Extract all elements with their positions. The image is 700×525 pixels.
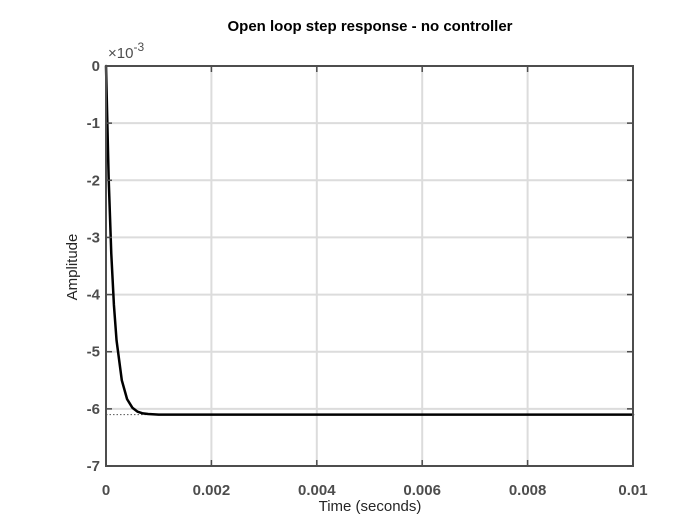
x-tick-label: 0.008 <box>509 482 547 499</box>
y-exponent-label: ×10-3 <box>108 40 144 62</box>
y-exponent-base: ×10 <box>108 45 133 62</box>
y-exponent-power: -3 <box>133 40 144 54</box>
y-tick-label: -7 <box>87 458 100 475</box>
x-tick-label: 0.01 <box>618 482 647 499</box>
plot-area <box>106 66 633 466</box>
y-tick-label: -2 <box>87 172 100 189</box>
ticks <box>105 65 634 467</box>
plot-frame <box>105 65 634 467</box>
x-tick-label: 0 <box>102 482 110 499</box>
y-tick-label: -4 <box>87 287 101 304</box>
y-tick-label: -3 <box>87 229 100 246</box>
y-tick-label: -5 <box>87 344 100 361</box>
y-axis-label: Amplitude <box>64 234 81 301</box>
y-tick-label: -1 <box>87 115 100 132</box>
y-tick-label: -6 <box>87 401 100 418</box>
x-tick-label: 0.004 <box>298 482 336 499</box>
tick-labels: 0 0.002 0.004 0.006 0.008 0.01 0 -1 -2 -3 -4 -5 -6 -7 <box>87 58 648 499</box>
chart-title: Open loop step response - no controller <box>227 18 512 35</box>
series-layer <box>104 64 635 416</box>
x-tick-label: 0.002 <box>193 482 231 499</box>
series-line <box>104 64 635 416</box>
x-axis-label: Time (seconds) <box>319 498 422 515</box>
y-tick-label: 0 <box>92 58 100 75</box>
x-tick-label: 0.006 <box>403 482 441 499</box>
